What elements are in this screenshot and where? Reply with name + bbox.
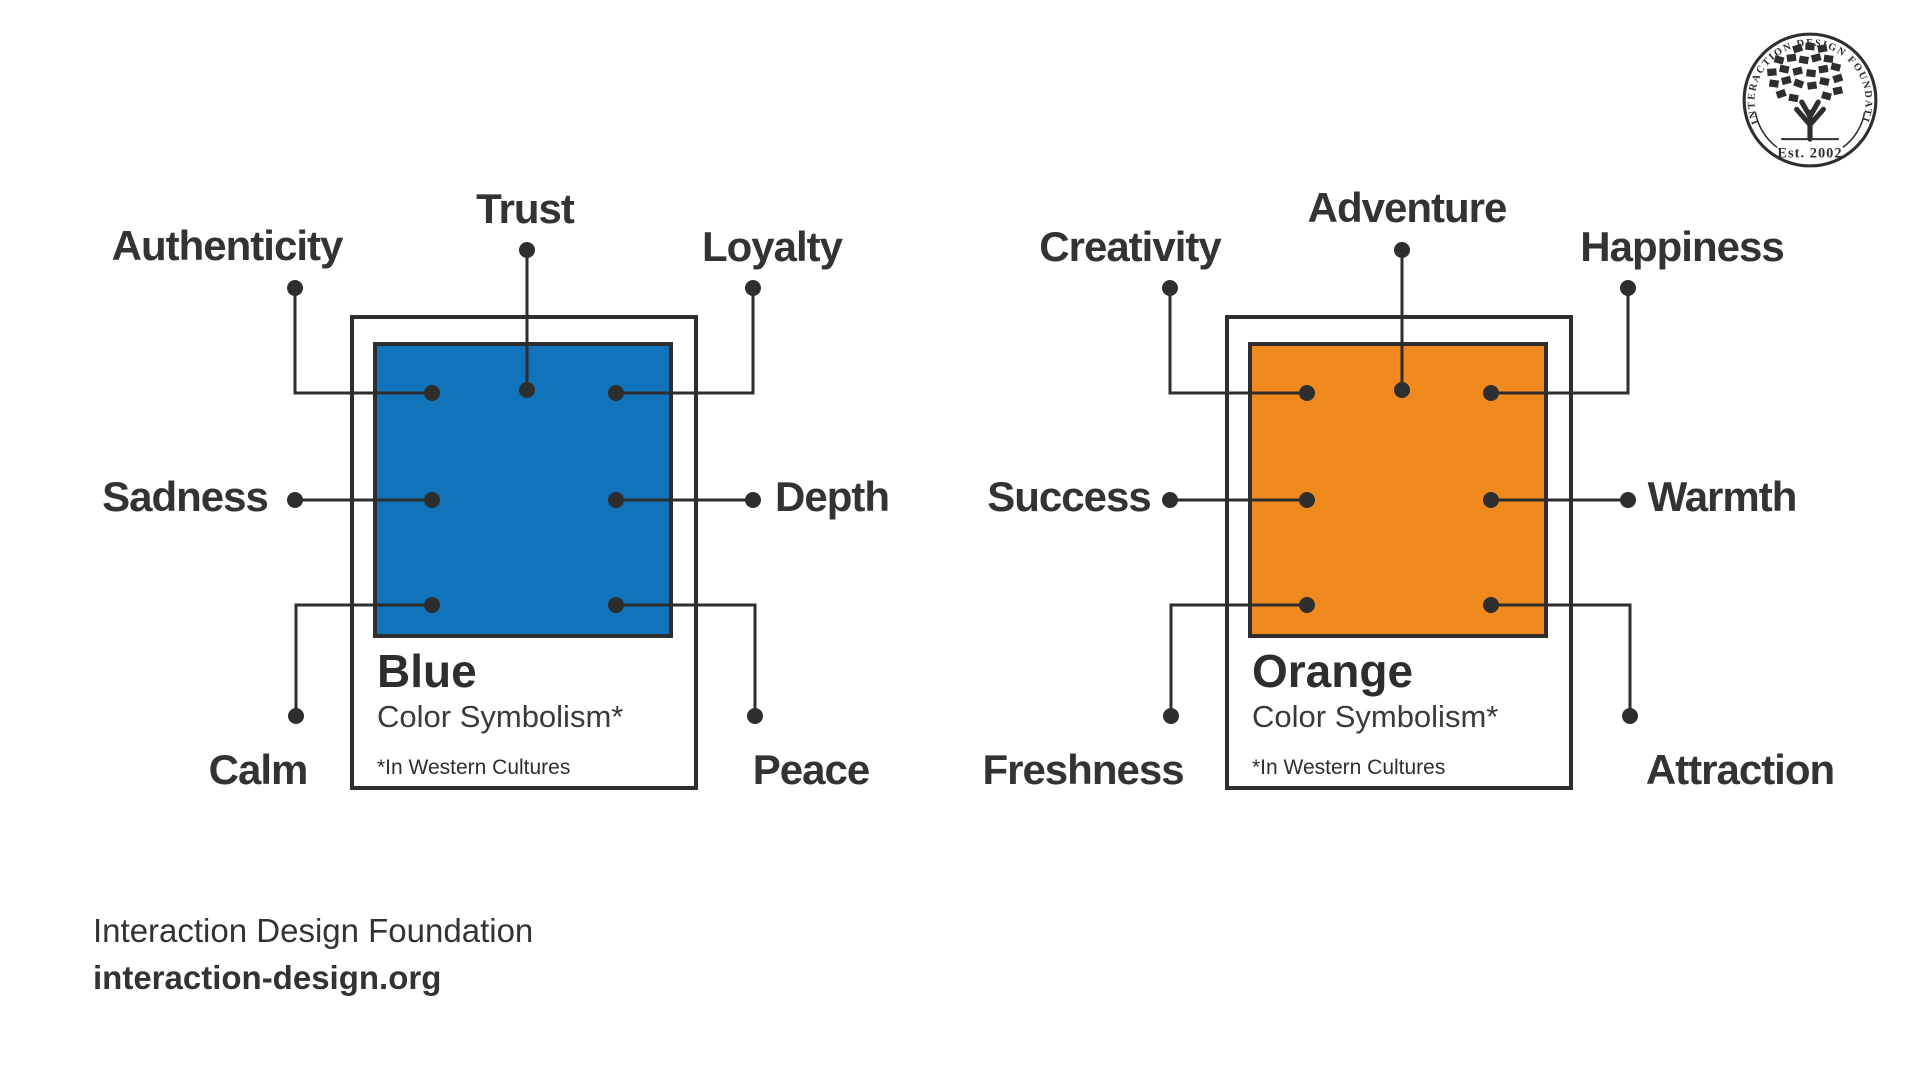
panel-blue-diagram bbox=[287, 242, 763, 790]
logo-tree-leaves bbox=[1766, 42, 1844, 103]
logo-tree bbox=[1766, 42, 1844, 142]
connector-dots bbox=[1162, 242, 1638, 724]
idf-logo: INTERACTION DESIGN FOUNDATION bbox=[1740, 30, 1878, 168]
logo-outer-ring bbox=[1742, 32, 1878, 168]
connector-lines bbox=[293, 250, 757, 716]
panel-orange-diagram bbox=[1162, 242, 1638, 790]
card-footnote: *In Western Cultures bbox=[1252, 756, 1446, 779]
label-calm: Calm bbox=[208, 746, 309, 793]
logo-inner-arcs bbox=[1754, 112, 1866, 148]
label-creativity: Creativity bbox=[1039, 223, 1221, 270]
label-peace: Peace bbox=[752, 746, 870, 793]
label-depth: Depth bbox=[775, 473, 890, 520]
label-loyalty: Loyalty bbox=[701, 223, 843, 270]
card-subtitle: Color Symbolism* bbox=[1252, 699, 1499, 734]
card-title-orange: Orange bbox=[1252, 645, 1414, 697]
panel-blue: Authenticity Trust Loyalty Sadness Depth… bbox=[0, 0, 1046, 830]
label-sadness: Sadness bbox=[102, 473, 269, 520]
logo-est-text: Est. 2002 bbox=[1777, 146, 1842, 162]
card-title-blue: Blue bbox=[377, 645, 477, 697]
connector-lines bbox=[1168, 250, 1632, 716]
label-adventure: Adventure bbox=[1307, 184, 1508, 231]
label-trust: Trust bbox=[476, 185, 575, 232]
label-freshness: Freshness bbox=[982, 746, 1184, 793]
label-warmth: Warmth bbox=[1647, 473, 1798, 520]
connector-dots bbox=[287, 242, 763, 724]
label-authenticity: Authenticity bbox=[111, 222, 344, 269]
label-happiness: Happiness bbox=[1580, 223, 1784, 270]
label-attraction: Attraction bbox=[1645, 746, 1835, 793]
card-footnote: *In Western Cultures bbox=[377, 756, 571, 779]
footer: Interaction Design Foundation interactio… bbox=[93, 908, 533, 1002]
label-success: Success bbox=[987, 473, 1151, 520]
card-subtitle: Color Symbolism* bbox=[377, 699, 624, 734]
footer-org-name: Interaction Design Foundation bbox=[93, 912, 534, 949]
panel-orange: Creativity Adventure Happiness Success W… bbox=[875, 0, 1921, 830]
footer-website: interaction-design.org bbox=[93, 958, 442, 996]
